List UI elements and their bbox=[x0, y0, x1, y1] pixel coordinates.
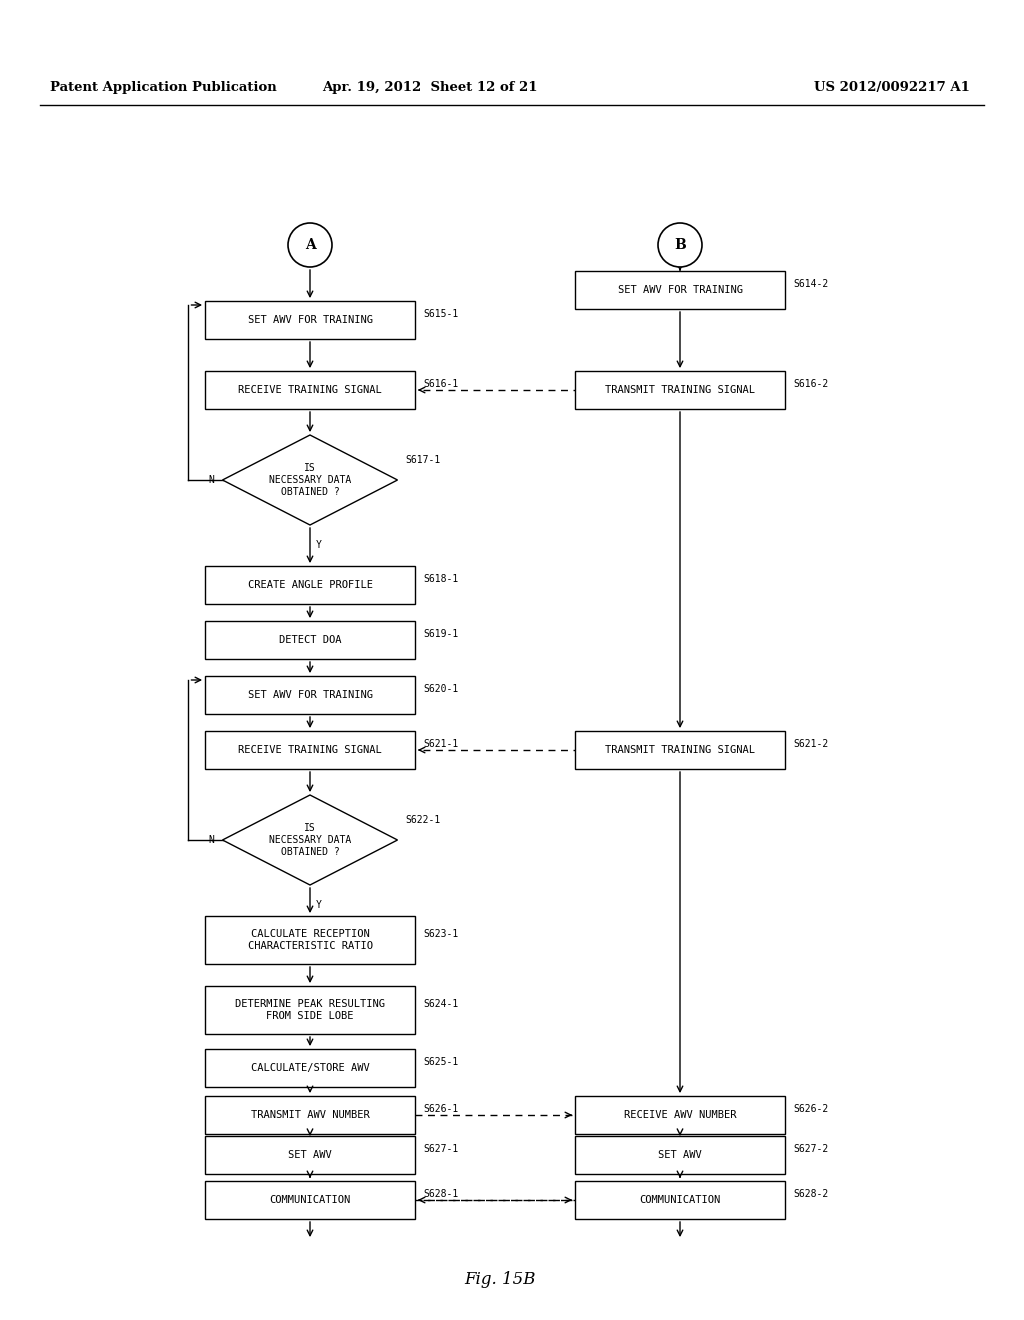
FancyBboxPatch shape bbox=[575, 371, 785, 409]
Text: A: A bbox=[304, 238, 315, 252]
Text: S626-2: S626-2 bbox=[793, 1104, 828, 1114]
Text: N: N bbox=[209, 836, 214, 845]
FancyBboxPatch shape bbox=[205, 731, 415, 770]
Text: RECEIVE TRAINING SIGNAL: RECEIVE TRAINING SIGNAL bbox=[239, 744, 382, 755]
Text: Y: Y bbox=[316, 900, 322, 909]
Text: S621-2: S621-2 bbox=[793, 739, 828, 748]
Text: S625-1: S625-1 bbox=[423, 1057, 459, 1067]
Text: TRANSMIT TRAINING SIGNAL: TRANSMIT TRAINING SIGNAL bbox=[605, 744, 755, 755]
Text: RECEIVE TRAINING SIGNAL: RECEIVE TRAINING SIGNAL bbox=[239, 385, 382, 395]
Text: S627-2: S627-2 bbox=[793, 1144, 828, 1154]
Text: RECEIVE AWV NUMBER: RECEIVE AWV NUMBER bbox=[624, 1110, 736, 1119]
FancyBboxPatch shape bbox=[205, 1137, 415, 1173]
Text: S628-2: S628-2 bbox=[793, 1189, 828, 1199]
Text: IS
NECESSARY DATA
OBTAINED ?: IS NECESSARY DATA OBTAINED ? bbox=[269, 462, 351, 498]
Text: DETERMINE PEAK RESULTING
FROM SIDE LOBE: DETERMINE PEAK RESULTING FROM SIDE LOBE bbox=[234, 999, 385, 1022]
Text: TRANSMIT TRAINING SIGNAL: TRANSMIT TRAINING SIGNAL bbox=[605, 385, 755, 395]
Text: S628-1: S628-1 bbox=[423, 1189, 459, 1199]
FancyBboxPatch shape bbox=[205, 371, 415, 409]
Text: US 2012/0092217 A1: US 2012/0092217 A1 bbox=[814, 82, 970, 95]
Text: S616-1: S616-1 bbox=[423, 379, 459, 389]
FancyBboxPatch shape bbox=[205, 916, 415, 964]
Polygon shape bbox=[222, 795, 397, 884]
Text: S619-1: S619-1 bbox=[423, 630, 459, 639]
Text: SET AWV FOR TRAINING: SET AWV FOR TRAINING bbox=[248, 315, 373, 325]
FancyBboxPatch shape bbox=[205, 1181, 415, 1218]
FancyBboxPatch shape bbox=[205, 676, 415, 714]
Text: CALCULATE/STORE AWV: CALCULATE/STORE AWV bbox=[251, 1063, 370, 1073]
Text: TRANSMIT AWV NUMBER: TRANSMIT AWV NUMBER bbox=[251, 1110, 370, 1119]
Text: COMMUNICATION: COMMUNICATION bbox=[639, 1195, 721, 1205]
Text: SET AWV FOR TRAINING: SET AWV FOR TRAINING bbox=[617, 285, 742, 294]
Text: S618-1: S618-1 bbox=[423, 574, 459, 583]
FancyBboxPatch shape bbox=[205, 986, 415, 1034]
Text: COMMUNICATION: COMMUNICATION bbox=[269, 1195, 350, 1205]
Text: S616-2: S616-2 bbox=[793, 379, 828, 389]
Text: S627-1: S627-1 bbox=[423, 1144, 459, 1154]
FancyBboxPatch shape bbox=[575, 1137, 785, 1173]
Text: S617-1: S617-1 bbox=[406, 455, 440, 465]
Text: Y: Y bbox=[316, 540, 322, 550]
Text: S626-1: S626-1 bbox=[423, 1104, 459, 1114]
FancyBboxPatch shape bbox=[575, 271, 785, 309]
Polygon shape bbox=[222, 436, 397, 525]
FancyBboxPatch shape bbox=[205, 620, 415, 659]
Text: S615-1: S615-1 bbox=[423, 309, 459, 319]
Text: N: N bbox=[209, 475, 214, 484]
Text: CREATE ANGLE PROFILE: CREATE ANGLE PROFILE bbox=[248, 579, 373, 590]
Text: SET AWV: SET AWV bbox=[288, 1150, 332, 1160]
FancyBboxPatch shape bbox=[205, 1096, 415, 1134]
Text: Apr. 19, 2012  Sheet 12 of 21: Apr. 19, 2012 Sheet 12 of 21 bbox=[323, 82, 538, 95]
Text: B: B bbox=[674, 238, 686, 252]
Text: SET AWV: SET AWV bbox=[658, 1150, 701, 1160]
Circle shape bbox=[288, 223, 332, 267]
Text: CALCULATE RECEPTION
CHARACTERISTIC RATIO: CALCULATE RECEPTION CHARACTERISTIC RATIO bbox=[248, 929, 373, 952]
FancyBboxPatch shape bbox=[575, 1181, 785, 1218]
Text: Fig. 15B: Fig. 15B bbox=[464, 1271, 536, 1288]
FancyBboxPatch shape bbox=[575, 731, 785, 770]
Text: IS
NECESSARY DATA
OBTAINED ?: IS NECESSARY DATA OBTAINED ? bbox=[269, 822, 351, 858]
Text: DETECT DOA: DETECT DOA bbox=[279, 635, 341, 645]
Text: S621-1: S621-1 bbox=[423, 739, 459, 748]
Circle shape bbox=[658, 223, 702, 267]
Text: S624-1: S624-1 bbox=[423, 999, 459, 1008]
Text: S620-1: S620-1 bbox=[423, 684, 459, 694]
Text: S623-1: S623-1 bbox=[423, 929, 459, 939]
Text: S614-2: S614-2 bbox=[793, 279, 828, 289]
Text: Patent Application Publication: Patent Application Publication bbox=[50, 82, 276, 95]
FancyBboxPatch shape bbox=[205, 566, 415, 605]
FancyBboxPatch shape bbox=[205, 301, 415, 339]
Text: S622-1: S622-1 bbox=[406, 814, 440, 825]
Text: SET AWV FOR TRAINING: SET AWV FOR TRAINING bbox=[248, 690, 373, 700]
FancyBboxPatch shape bbox=[575, 1096, 785, 1134]
FancyBboxPatch shape bbox=[205, 1049, 415, 1086]
